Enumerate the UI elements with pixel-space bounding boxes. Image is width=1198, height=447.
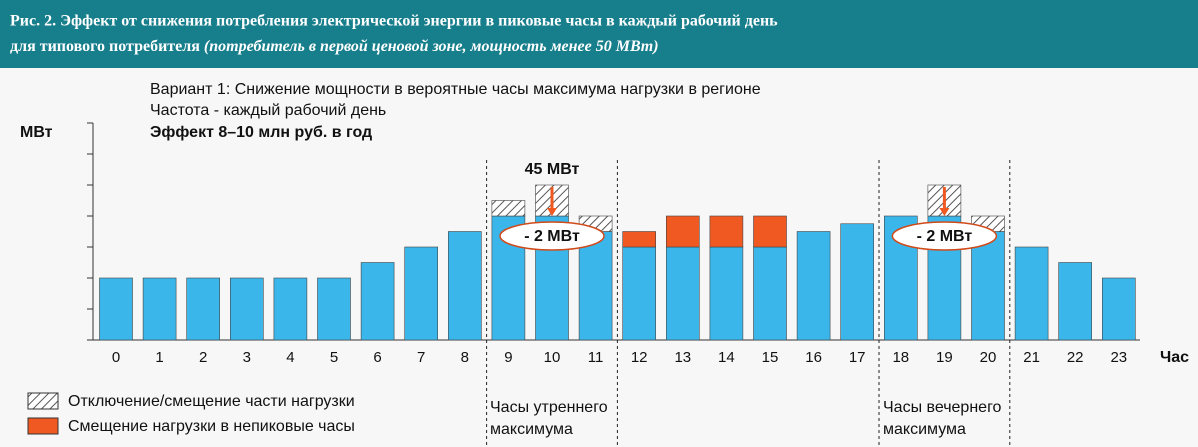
bar-segment	[840, 223, 875, 341]
x-tick-label: 8	[461, 349, 469, 366]
bar-segment	[622, 231, 657, 248]
x-tick-label: 9	[504, 349, 512, 366]
bar-segment	[360, 262, 395, 341]
x-axis-label: Час	[1160, 349, 1189, 366]
bar-segment	[142, 277, 177, 341]
x-tick-label: 21	[1023, 349, 1040, 366]
bar-segment	[273, 277, 308, 341]
bar-segment	[709, 215, 744, 248]
period-label: максимума	[883, 421, 966, 438]
header-text: для типового потребителя	[10, 38, 200, 55]
arrow-head	[939, 208, 950, 216]
x-tick-label: 15	[762, 349, 779, 366]
bar-segment	[1014, 246, 1049, 341]
legend-label: Смещение нагрузки в непиковые часы	[68, 418, 355, 435]
x-tick-label: 17	[849, 349, 866, 366]
bar-segment	[99, 277, 133, 341]
x-tick-label: 3	[243, 349, 251, 366]
bar-segment	[796, 231, 831, 341]
x-tick-label: 10	[544, 349, 561, 366]
x-tick-label: 12	[631, 349, 648, 366]
x-tick-label: 0	[112, 349, 120, 366]
annotation: 45 МВт	[525, 161, 580, 178]
header-line: Рис. 2. Эффект от снижения потребления э…	[10, 13, 778, 30]
arrow-head	[547, 208, 557, 216]
x-tick-label: 22	[1067, 349, 1084, 366]
legend-label: Отключение/смещение части нагрузки	[68, 393, 355, 410]
annotation-bubble	[891, 221, 998, 251]
bar-segment	[230, 277, 264, 341]
x-tick-label: 20	[980, 349, 997, 366]
annotation: - 2 МВт	[524, 228, 580, 245]
bar-segment	[709, 246, 744, 341]
x-tick-label: 1	[155, 349, 163, 366]
bar-segment	[1058, 262, 1092, 341]
bar-segment	[317, 277, 351, 341]
header-italic: (потребитель в первой ценовой зоне, мощн…	[204, 38, 659, 55]
note: Частота - каждый рабочий день	[150, 102, 386, 119]
x-tick-label: 18	[892, 349, 909, 366]
bar-segment	[665, 215, 700, 248]
x-tick-label: 13	[674, 349, 691, 366]
x-tick-label: 16	[805, 349, 822, 366]
bar-segment	[753, 215, 787, 248]
x-tick-label: 19	[936, 349, 953, 366]
x-tick-label: 5	[330, 349, 338, 366]
bar-segment	[753, 246, 787, 341]
y-axis-label: МВт	[20, 124, 53, 141]
bar-segment	[186, 277, 220, 341]
annotation: - 2 МВт	[917, 228, 973, 245]
header-band	[0, 0, 1198, 68]
header-line: для типового потребителя (потребитель в …	[10, 38, 659, 55]
bar-segment	[665, 246, 700, 341]
x-tick-label: 14	[718, 349, 735, 366]
note: Вариант 1: Снижение мощности в вероятные…	[150, 81, 761, 98]
period-label: Часы утреннего	[490, 399, 608, 416]
bar-segment	[971, 231, 1005, 341]
bar-segment	[1102, 277, 1136, 341]
period-label: Часы вечернего	[883, 399, 1002, 416]
annotation-bubble	[499, 221, 605, 251]
bar-segment	[404, 246, 439, 341]
x-tick-label: 2	[199, 349, 207, 366]
x-tick-label: 4	[286, 349, 294, 366]
x-tick-label: 11	[588, 349, 604, 366]
bar-segment	[622, 246, 657, 341]
legend-swatch	[27, 392, 59, 410]
bar-segment	[491, 200, 526, 217]
x-tick-label: 6	[373, 349, 381, 366]
x-tick-label: 7	[417, 349, 425, 366]
bar-segment	[578, 231, 613, 341]
bar-segment	[447, 231, 482, 341]
legend-swatch	[27, 417, 59, 435]
period-label: максимума	[490, 421, 573, 438]
note: Эффект 8–10 млн руб. в год	[150, 124, 372, 141]
x-tick-label: 23	[1110, 349, 1127, 366]
